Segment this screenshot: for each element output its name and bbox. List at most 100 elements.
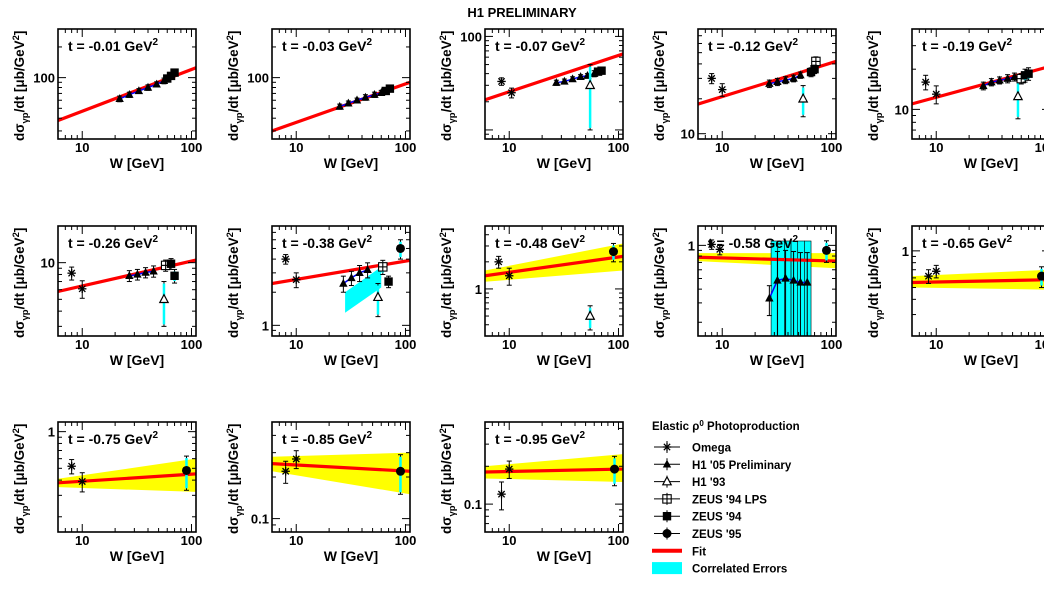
x-tick-label: 10: [75, 140, 89, 155]
x-tick-label: 10: [715, 337, 729, 352]
y-tick-label: 1: [48, 425, 55, 440]
data-point: [1024, 69, 1033, 78]
y-ticks: [485, 35, 623, 140]
data-point: [810, 65, 819, 74]
y-axis-label: dσγp/dt [μb/GeV2]: [225, 228, 245, 338]
data-point: [568, 74, 577, 83]
t-value-label: t = -0.01 GeV2: [68, 37, 158, 54]
x-tick-label: 100: [181, 337, 203, 352]
data-point: [1003, 73, 1012, 82]
panel-5: 10 100 10 t = -0.19 GeV2 W [GeV] dσγp/dt [μb/…: [865, 28, 1044, 171]
series-omega: [67, 266, 87, 299]
data-point: [584, 310, 596, 320]
legend-entry-zeus-95: ZEUS '95: [654, 527, 742, 541]
data-point: [141, 267, 150, 276]
legend-label: ZEUS '94: [692, 512, 742, 524]
x-tick-label: 10: [75, 337, 89, 352]
y-ticks: [698, 28, 836, 140]
series-omega: [707, 73, 727, 97]
x-tick-label: 100: [821, 337, 843, 352]
data-point: [789, 73, 798, 82]
y-ticks: [272, 225, 410, 337]
data-point: [78, 477, 87, 486]
data-point: [292, 454, 301, 464]
data-point: [115, 94, 124, 102]
series-h1-05-preliminary: [552, 68, 599, 86]
legend-label: ZEUS '95: [692, 529, 742, 541]
x-tick-label: 10: [289, 533, 303, 548]
series-omega: [281, 450, 301, 484]
data-point: [125, 90, 134, 98]
data-point: [149, 266, 158, 275]
y-ticks: [272, 28, 410, 132]
plot-frame: [57, 225, 197, 337]
series-h1-05-preliminary: [765, 70, 805, 89]
data-point: [505, 464, 514, 474]
series-zeus-95: [395, 454, 405, 495]
y-axis-label: dσγp/dt [μb/GeV2]: [651, 31, 671, 141]
legend-marker: [662, 529, 672, 538]
series-zeus-95: [1037, 266, 1044, 289]
data-point: [497, 77, 506, 86]
data-point: [584, 79, 596, 90]
x-axis-label: W [GeV]: [537, 352, 591, 368]
x-ticks: [484, 226, 619, 336]
plot-frame: [271, 225, 411, 337]
data-point: [152, 79, 161, 88]
data-point: [597, 66, 606, 75]
x-tick-label: 100: [1035, 337, 1044, 352]
panel-12: 10 100 0.1 t = -0.85 GeV2 W [GeV] dσγp/dt [μb…: [225, 421, 416, 564]
data-point: [497, 489, 506, 499]
fit-error-band: [272, 452, 410, 495]
data-point: [78, 284, 87, 294]
x-tick-label: 10: [502, 337, 516, 352]
data-point: [773, 275, 782, 284]
x-axis-label: W [GeV]: [324, 155, 378, 171]
data-point: [143, 82, 153, 91]
x-tick-label: 10: [289, 337, 303, 352]
data-point: [158, 293, 170, 304]
y-axis-label: dσγp/dt [μb/GeV2]: [865, 31, 885, 141]
plot-area: [272, 80, 410, 133]
data-point: [718, 85, 727, 94]
legend-correlated-swatch: [652, 562, 682, 575]
figure-header: H1 PRELIMINARY: [467, 5, 577, 20]
x-tick-label: 100: [395, 337, 417, 352]
correlated-error-bar: [790, 240, 799, 336]
x-ticks: [271, 422, 406, 532]
x-tick-label: 100: [608, 337, 630, 352]
data-point: [924, 271, 933, 281]
t-value-label: t = -0.58 GeV2: [708, 234, 798, 251]
legend-entry-zeus-94: ZEUS '94: [654, 510, 742, 524]
series-omega: [707, 239, 725, 256]
series-zeus-94-lps: [378, 259, 388, 275]
data-point: [347, 273, 356, 282]
series-h1-05-preliminary: [339, 262, 372, 293]
data-point: [765, 78, 774, 87]
data-point: [765, 293, 774, 302]
legend-marker: [662, 512, 672, 521]
data-point: [372, 291, 384, 302]
series-zeus-94: [1020, 67, 1033, 83]
data-point: [796, 277, 805, 286]
legend-label: Fit: [692, 546, 706, 558]
data-point: [1012, 90, 1024, 101]
panel-7: 10 100 1 t = -0.38 GeV2 W [GeV] dσγp/dt [μb/G…: [225, 225, 417, 368]
legend-entry-fit: Fit: [652, 546, 706, 558]
x-ticks: [697, 29, 832, 139]
data-point: [133, 269, 142, 278]
x-tick-label: 100: [181, 533, 203, 548]
data-point: [395, 466, 405, 476]
x-tick-label: 10: [502, 140, 516, 155]
data-point: [370, 90, 379, 98]
x-axis-label: W [GeV]: [110, 352, 164, 368]
fit-line: [485, 52, 623, 102]
y-axis-label: dσγp/dt [μb/GeV2]: [225, 31, 245, 141]
x-tick-label: 100: [1035, 140, 1044, 155]
plot-area: [58, 455, 196, 493]
legend-label: ZEUS '94 LPS: [692, 494, 767, 506]
series-zeus-94: [593, 66, 606, 76]
series-omega: [67, 459, 87, 493]
correlated-error-band: [345, 266, 382, 313]
data-point: [789, 275, 798, 284]
